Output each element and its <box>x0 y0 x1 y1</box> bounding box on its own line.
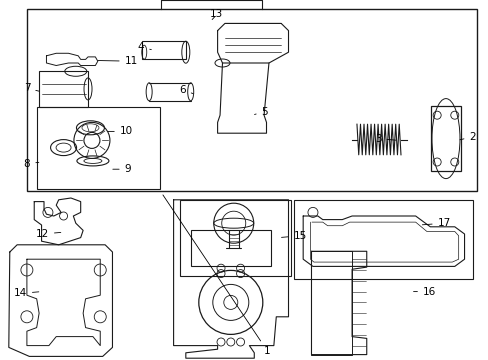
Text: 3: 3 <box>374 134 395 144</box>
Text: 13: 13 <box>210 9 223 19</box>
Text: 12: 12 <box>36 229 61 239</box>
Text: 7: 7 <box>23 83 39 93</box>
Text: 1: 1 <box>163 195 270 356</box>
Text: 14: 14 <box>14 288 39 298</box>
Text: 5: 5 <box>254 107 268 117</box>
Bar <box>430 106 460 171</box>
Bar <box>294 200 472 279</box>
Text: 15: 15 <box>281 231 306 241</box>
Bar <box>311 251 351 355</box>
Text: 9: 9 <box>113 164 131 174</box>
Bar <box>190 230 271 266</box>
Bar <box>142 41 185 59</box>
Text: 17: 17 <box>422 218 450 228</box>
Bar <box>37 107 160 189</box>
Text: 10: 10 <box>108 126 133 136</box>
Text: 4: 4 <box>137 42 151 52</box>
Bar <box>39 71 88 107</box>
Text: 6: 6 <box>179 85 193 95</box>
Text: 11: 11 <box>98 56 138 66</box>
Text: 8: 8 <box>23 159 39 169</box>
Bar <box>180 200 291 276</box>
Text: 16: 16 <box>413 287 435 297</box>
Bar <box>27 9 476 191</box>
Text: 2: 2 <box>459 132 475 142</box>
